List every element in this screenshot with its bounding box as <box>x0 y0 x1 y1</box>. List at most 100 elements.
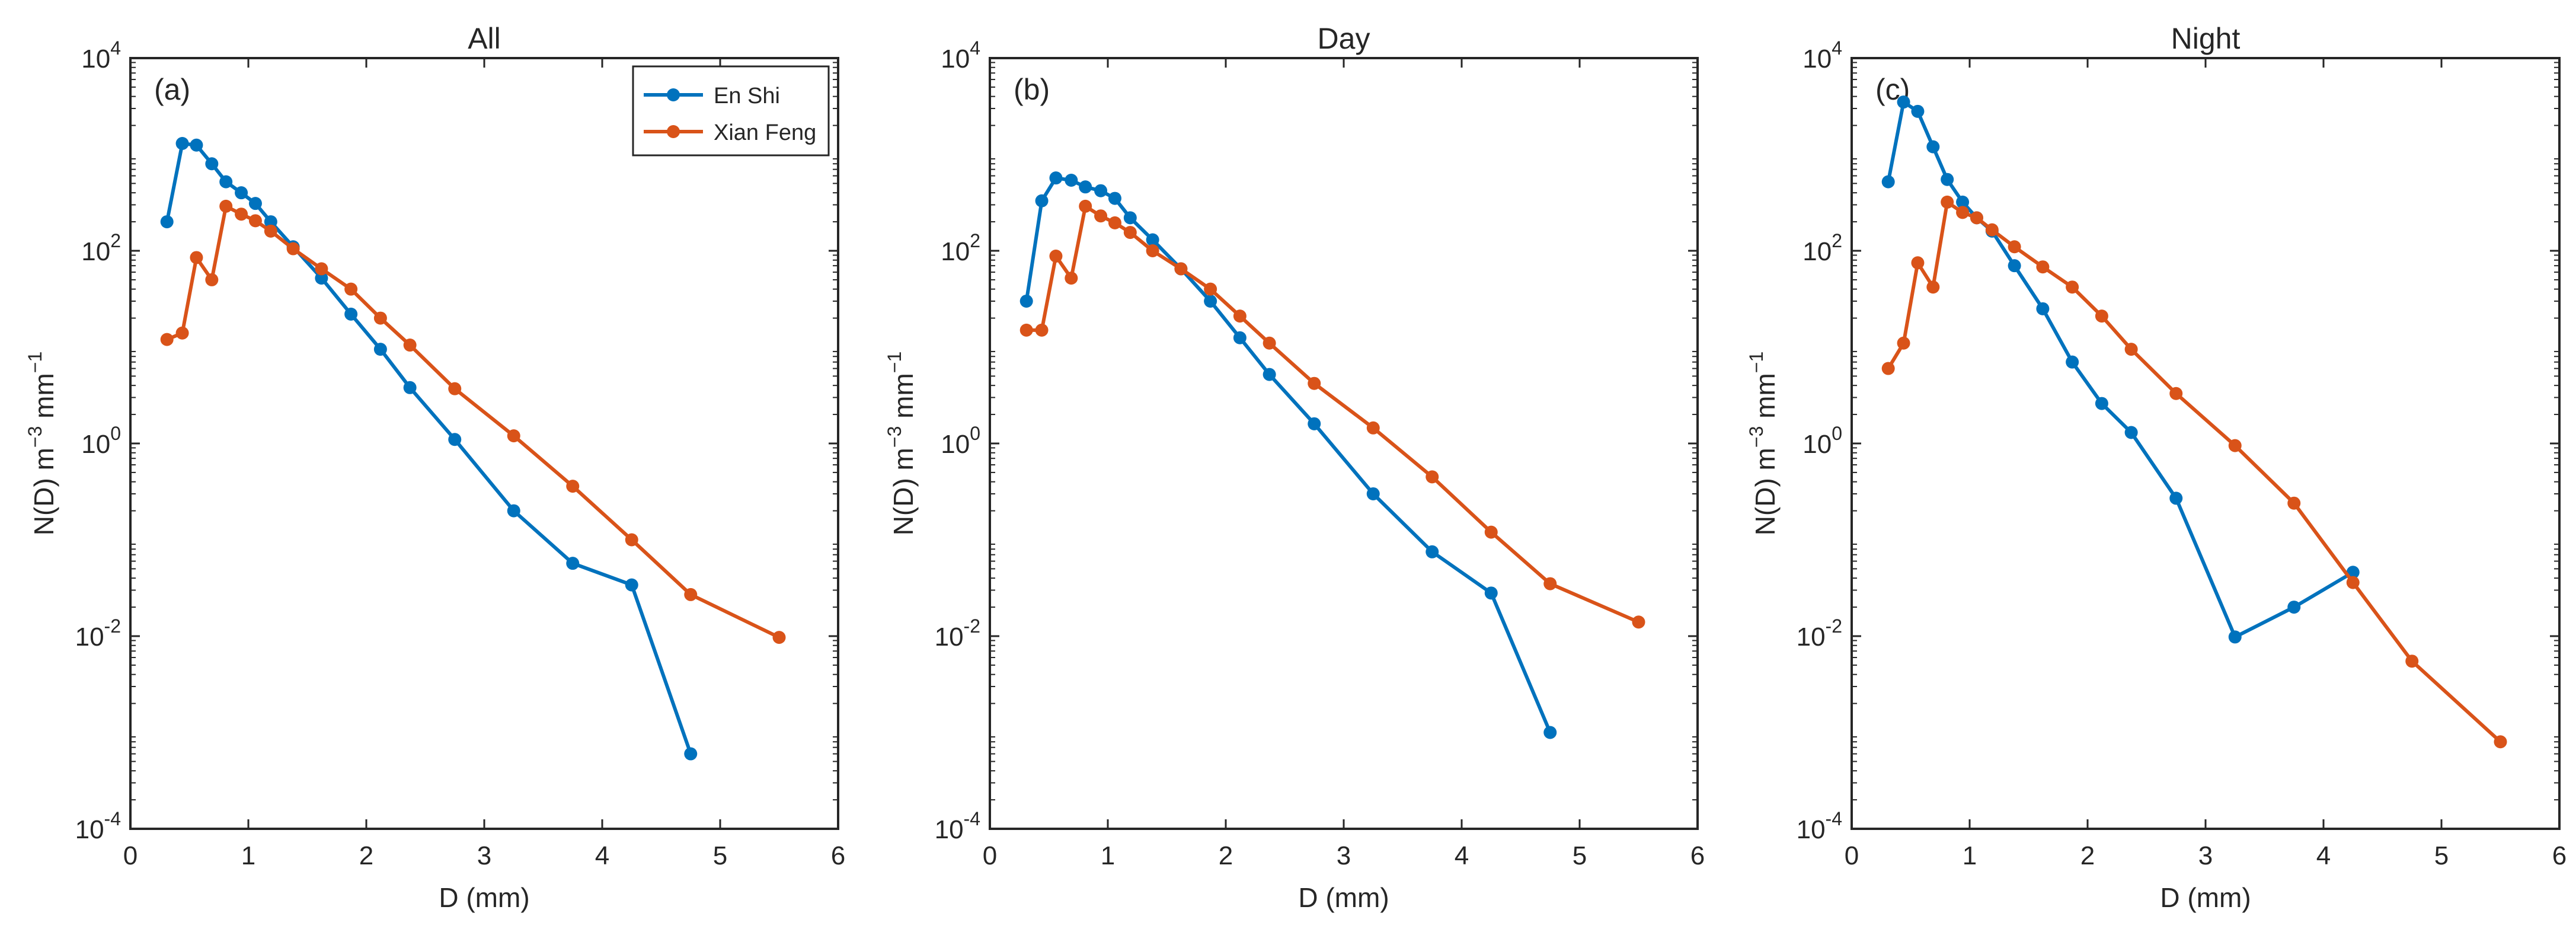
y-tick-label: 10-4 <box>75 808 121 844</box>
data-point-en-shi <box>205 157 219 171</box>
data-point-en-shi <box>1079 180 1092 194</box>
legend-swatch-marker <box>667 88 680 101</box>
data-point-en-shi <box>175 136 189 150</box>
legend-label: Xian Feng <box>714 120 816 145</box>
data-point-xian-feng <box>1233 309 1247 323</box>
data-point-en-shi <box>219 175 233 189</box>
x-tick-label: 5 <box>713 841 727 870</box>
x-tick-label: 2 <box>1219 841 1233 870</box>
data-point-xian-feng <box>1079 199 1092 213</box>
series-line-en-shi <box>165 142 693 755</box>
x-tick-label: 3 <box>477 841 491 870</box>
data-point-en-shi <box>2008 259 2021 273</box>
x-tick-label: 1 <box>1101 841 1115 870</box>
legend: En Shi Xian Feng <box>632 65 830 157</box>
y-tick-label: 100 <box>941 423 980 459</box>
data-point-en-shi <box>2066 355 2079 369</box>
panel-all: 0 1 2 3 4 5 6 10-4 10-2 100 102 104 All (a) D (mm) N(D)… <box>24 22 845 913</box>
data-point-xian-feng <box>772 631 786 644</box>
data-point-xian-feng <box>1484 525 1498 539</box>
data-point-en-shi <box>2036 302 2050 315</box>
data-point-en-shi <box>1911 104 1925 118</box>
data-point-en-shi <box>448 433 462 446</box>
data-point-xian-feng <box>1123 226 1137 240</box>
data-point-xian-feng <box>1263 336 1276 350</box>
x-tick-label: 3 <box>1337 841 1351 870</box>
data-point-xian-feng <box>1911 256 1925 270</box>
x-tick-label: 1 <box>1963 841 1977 870</box>
y-axis-label: N(D) m−3 mm−1 <box>1746 352 1781 536</box>
data-point-xian-feng <box>1146 244 1159 257</box>
x-tick-label: 4 <box>2316 841 2331 870</box>
data-point-en-shi <box>1035 194 1049 207</box>
y-tick-label: 100 <box>81 423 121 459</box>
data-point-xian-feng <box>344 282 358 296</box>
data-point-en-shi <box>1484 586 1498 600</box>
legend-swatch-marker <box>667 125 680 138</box>
x-tick-label: 4 <box>1455 841 1469 870</box>
data-point-en-shi <box>1543 726 1557 739</box>
axes-box <box>1850 57 2561 830</box>
x-tick-label: 6 <box>2552 841 2567 870</box>
data-point-en-shi <box>403 381 417 394</box>
data-point-xian-feng <box>1897 336 1910 350</box>
data-point-xian-feng <box>2066 280 2079 294</box>
y-tick-label: 10-2 <box>935 615 980 652</box>
data-point-en-shi <box>2228 630 2242 644</box>
x-axis-label: D (mm) <box>439 882 529 913</box>
panel-title: Night <box>2171 22 2241 55</box>
x-tick-label: 5 <box>2434 841 2449 870</box>
data-point-xian-feng <box>1426 470 1439 484</box>
data-point-xian-feng <box>1308 376 1321 390</box>
x-tick-label: 0 <box>983 841 997 870</box>
x-tick-label: 0 <box>123 841 138 870</box>
data-point-xian-feng <box>1094 209 1108 223</box>
data-point-xian-feng <box>2346 576 2360 589</box>
data-point-en-shi <box>235 186 248 200</box>
data-point-xian-feng <box>1985 223 1999 237</box>
data-point-xian-feng <box>190 251 203 264</box>
y-tick-label: 102 <box>1802 230 1842 266</box>
data-point-xian-feng <box>1049 250 1063 263</box>
data-point-en-shi <box>1426 545 1439 558</box>
y-axis-label: N(D) m−3 mm−1 <box>24 352 59 536</box>
panel-day: 0 1 2 3 4 5 6 10-4 10-2 100 102 104 Day (b) D (mm) N(D)… <box>884 22 1705 913</box>
data-point-en-shi <box>2095 397 2108 410</box>
data-point-en-shi <box>1204 294 1217 308</box>
data-point-xian-feng <box>175 326 189 340</box>
x-axis-label: D (mm) <box>1298 882 1389 913</box>
y-tick-label: 104 <box>1802 37 1842 74</box>
data-point-xian-feng <box>2169 387 2183 400</box>
data-point-xian-feng <box>1035 323 1049 337</box>
legend-box <box>632 65 830 157</box>
data-point-en-shi <box>1049 171 1063 185</box>
data-point-xian-feng <box>1065 272 1078 285</box>
data-point-xian-feng <box>1366 421 1380 435</box>
data-point-en-shi <box>507 504 520 518</box>
y-tick-label: 10-2 <box>75 615 121 652</box>
x-tick-label: 0 <box>1845 841 1859 870</box>
data-point-en-shi <box>248 197 262 210</box>
axes-box <box>989 57 1699 830</box>
data-point-en-shi <box>373 343 387 356</box>
data-point-xian-feng <box>315 262 328 276</box>
series-line-en-shi <box>1024 176 1552 733</box>
panel-title: Day <box>1318 22 1370 55</box>
data-point-xian-feng <box>2228 439 2242 452</box>
data-point-en-shi <box>1366 487 1380 500</box>
data-point-xian-feng <box>2008 240 2021 254</box>
data-point-xian-feng <box>1970 211 1983 225</box>
data-point-xian-feng <box>507 429 520 443</box>
data-point-en-shi <box>1881 175 1895 189</box>
legend-label: En Shi <box>714 84 780 108</box>
data-point-xian-feng <box>1204 282 1217 296</box>
data-point-en-shi <box>1941 173 1954 186</box>
data-point-xian-feng <box>1543 577 1557 590</box>
data-point-en-shi <box>566 557 580 570</box>
series-line-xian-feng <box>166 204 780 639</box>
x-tick-label: 1 <box>241 841 255 870</box>
data-point-xian-feng <box>205 273 219 286</box>
series-line-xian-feng <box>1026 204 1639 624</box>
data-point-en-shi <box>1233 331 1247 344</box>
